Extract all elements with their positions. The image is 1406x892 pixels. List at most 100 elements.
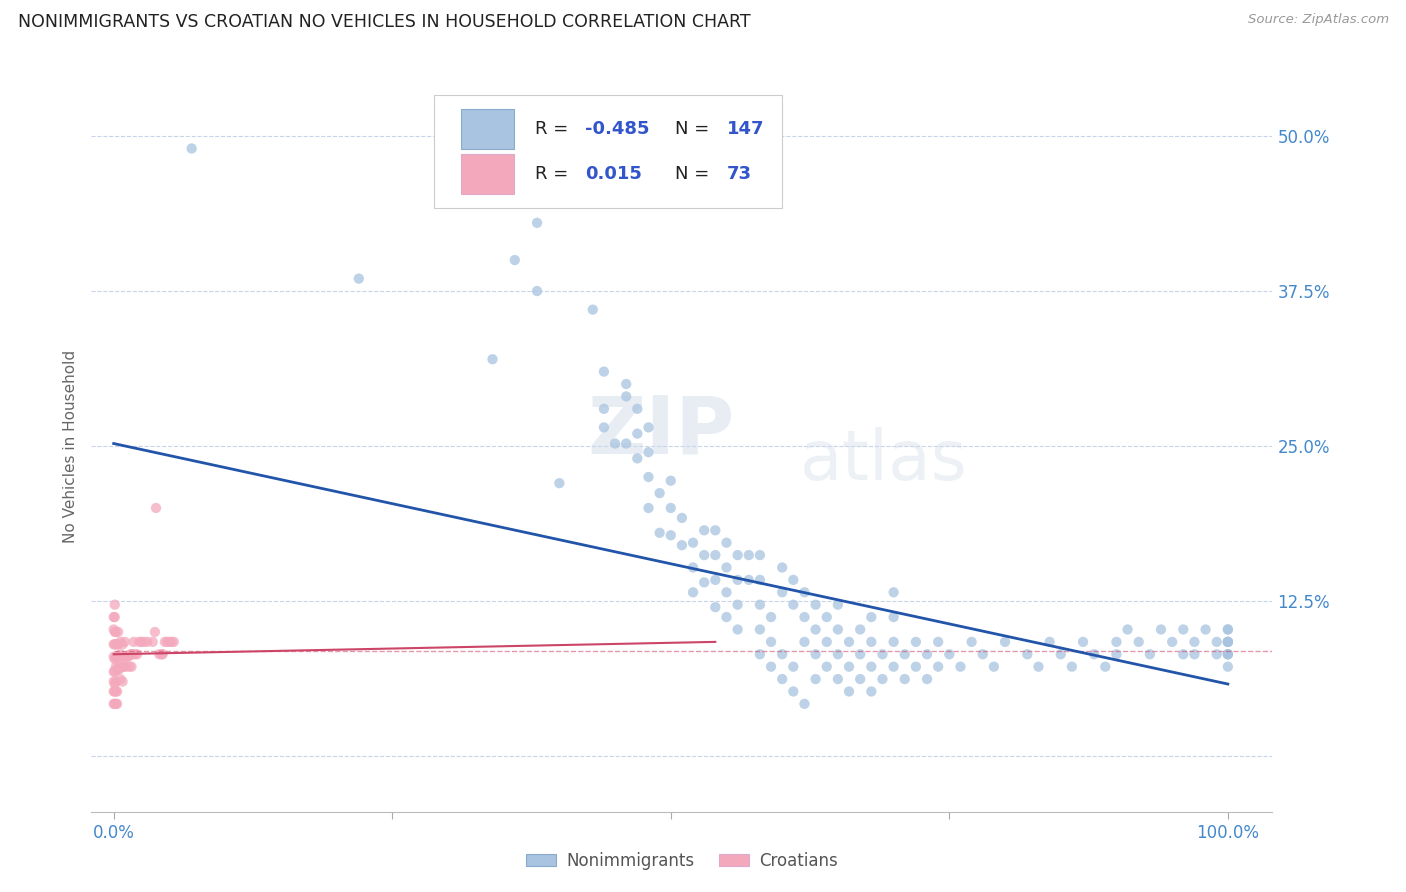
- Point: [150, 647, 173, 661]
- Point: [637, 420, 659, 434]
- Point: [716, 535, 738, 549]
- Point: [759, 635, 782, 649]
- Point: [104, 624, 127, 639]
- Point: [107, 662, 129, 676]
- Point: [121, 647, 143, 661]
- Point: [103, 637, 125, 651]
- Point: [983, 659, 1005, 673]
- Point: [693, 548, 716, 562]
- Point: [110, 659, 132, 673]
- Point: [104, 637, 127, 651]
- Point: [727, 598, 749, 612]
- Point: [904, 635, 927, 649]
- Point: [160, 635, 183, 649]
- Text: 147: 147: [727, 120, 765, 138]
- Point: [128, 635, 150, 649]
- FancyBboxPatch shape: [461, 153, 515, 194]
- Point: [827, 647, 849, 661]
- Point: [704, 548, 727, 562]
- Point: [105, 684, 128, 698]
- Point: [104, 697, 127, 711]
- Point: [1173, 623, 1195, 637]
- Point: [704, 573, 727, 587]
- Point: [1139, 647, 1161, 661]
- Point: [915, 647, 938, 661]
- Point: [682, 585, 704, 599]
- Point: [915, 672, 938, 686]
- Point: [648, 486, 671, 500]
- Point: [815, 659, 838, 673]
- Point: [104, 697, 127, 711]
- Point: [927, 659, 949, 673]
- Point: [593, 401, 616, 416]
- Point: [104, 659, 127, 673]
- Text: 73: 73: [727, 165, 752, 183]
- Point: [1028, 659, 1050, 673]
- Point: [1216, 647, 1239, 661]
- Point: [671, 511, 693, 525]
- Point: [770, 585, 793, 599]
- Point: [782, 598, 804, 612]
- Point: [481, 352, 503, 367]
- Point: [111, 637, 134, 651]
- Point: [163, 635, 186, 649]
- Y-axis label: No Vehicles in Household: No Vehicles in Household: [63, 350, 79, 542]
- Point: [872, 647, 894, 661]
- Point: [1060, 659, 1083, 673]
- Point: [111, 649, 134, 664]
- Point: [804, 598, 827, 612]
- Point: [152, 647, 174, 661]
- Point: [107, 649, 129, 664]
- Text: NONIMMIGRANTS VS CROATIAN NO VEHICLES IN HOUSEHOLD CORRELATION CHART: NONIMMIGRANTS VS CROATIAN NO VEHICLES IN…: [18, 13, 751, 31]
- Point: [1216, 635, 1239, 649]
- Point: [1161, 635, 1184, 649]
- Point: [770, 672, 793, 686]
- Point: [111, 674, 134, 689]
- Point: [103, 697, 125, 711]
- Point: [104, 649, 127, 664]
- Point: [637, 470, 659, 484]
- Point: [883, 610, 905, 624]
- Point: [860, 684, 883, 698]
- Point: [118, 659, 141, 673]
- Point: [659, 474, 682, 488]
- Point: [103, 610, 125, 624]
- Point: [107, 624, 129, 639]
- Point: [105, 649, 128, 664]
- Point: [793, 697, 815, 711]
- Point: [748, 623, 770, 637]
- Point: [104, 637, 127, 651]
- Point: [727, 548, 749, 562]
- Text: R =: R =: [536, 165, 575, 183]
- Point: [727, 623, 749, 637]
- Point: [115, 649, 138, 664]
- Point: [108, 662, 131, 676]
- Point: [614, 436, 637, 450]
- Point: [117, 649, 139, 664]
- Point: [704, 524, 727, 538]
- Point: [1039, 635, 1062, 649]
- Point: [1049, 647, 1071, 661]
- Point: [960, 635, 983, 649]
- Point: [104, 652, 127, 666]
- Point: [548, 476, 571, 491]
- Point: [153, 635, 176, 649]
- Point: [1083, 647, 1105, 661]
- Point: [614, 389, 637, 403]
- Point: [659, 528, 682, 542]
- Point: [104, 684, 127, 698]
- Point: [738, 573, 761, 587]
- Point: [626, 426, 648, 441]
- Point: [883, 659, 905, 673]
- Point: [110, 659, 132, 673]
- Point: [104, 677, 127, 691]
- Text: N =: N =: [675, 120, 714, 138]
- Point: [782, 573, 804, 587]
- Point: [770, 647, 793, 661]
- Point: [860, 635, 883, 649]
- Point: [136, 635, 159, 649]
- Point: [582, 302, 605, 317]
- Point: [125, 647, 148, 661]
- Point: [972, 647, 994, 661]
- Point: [105, 662, 128, 676]
